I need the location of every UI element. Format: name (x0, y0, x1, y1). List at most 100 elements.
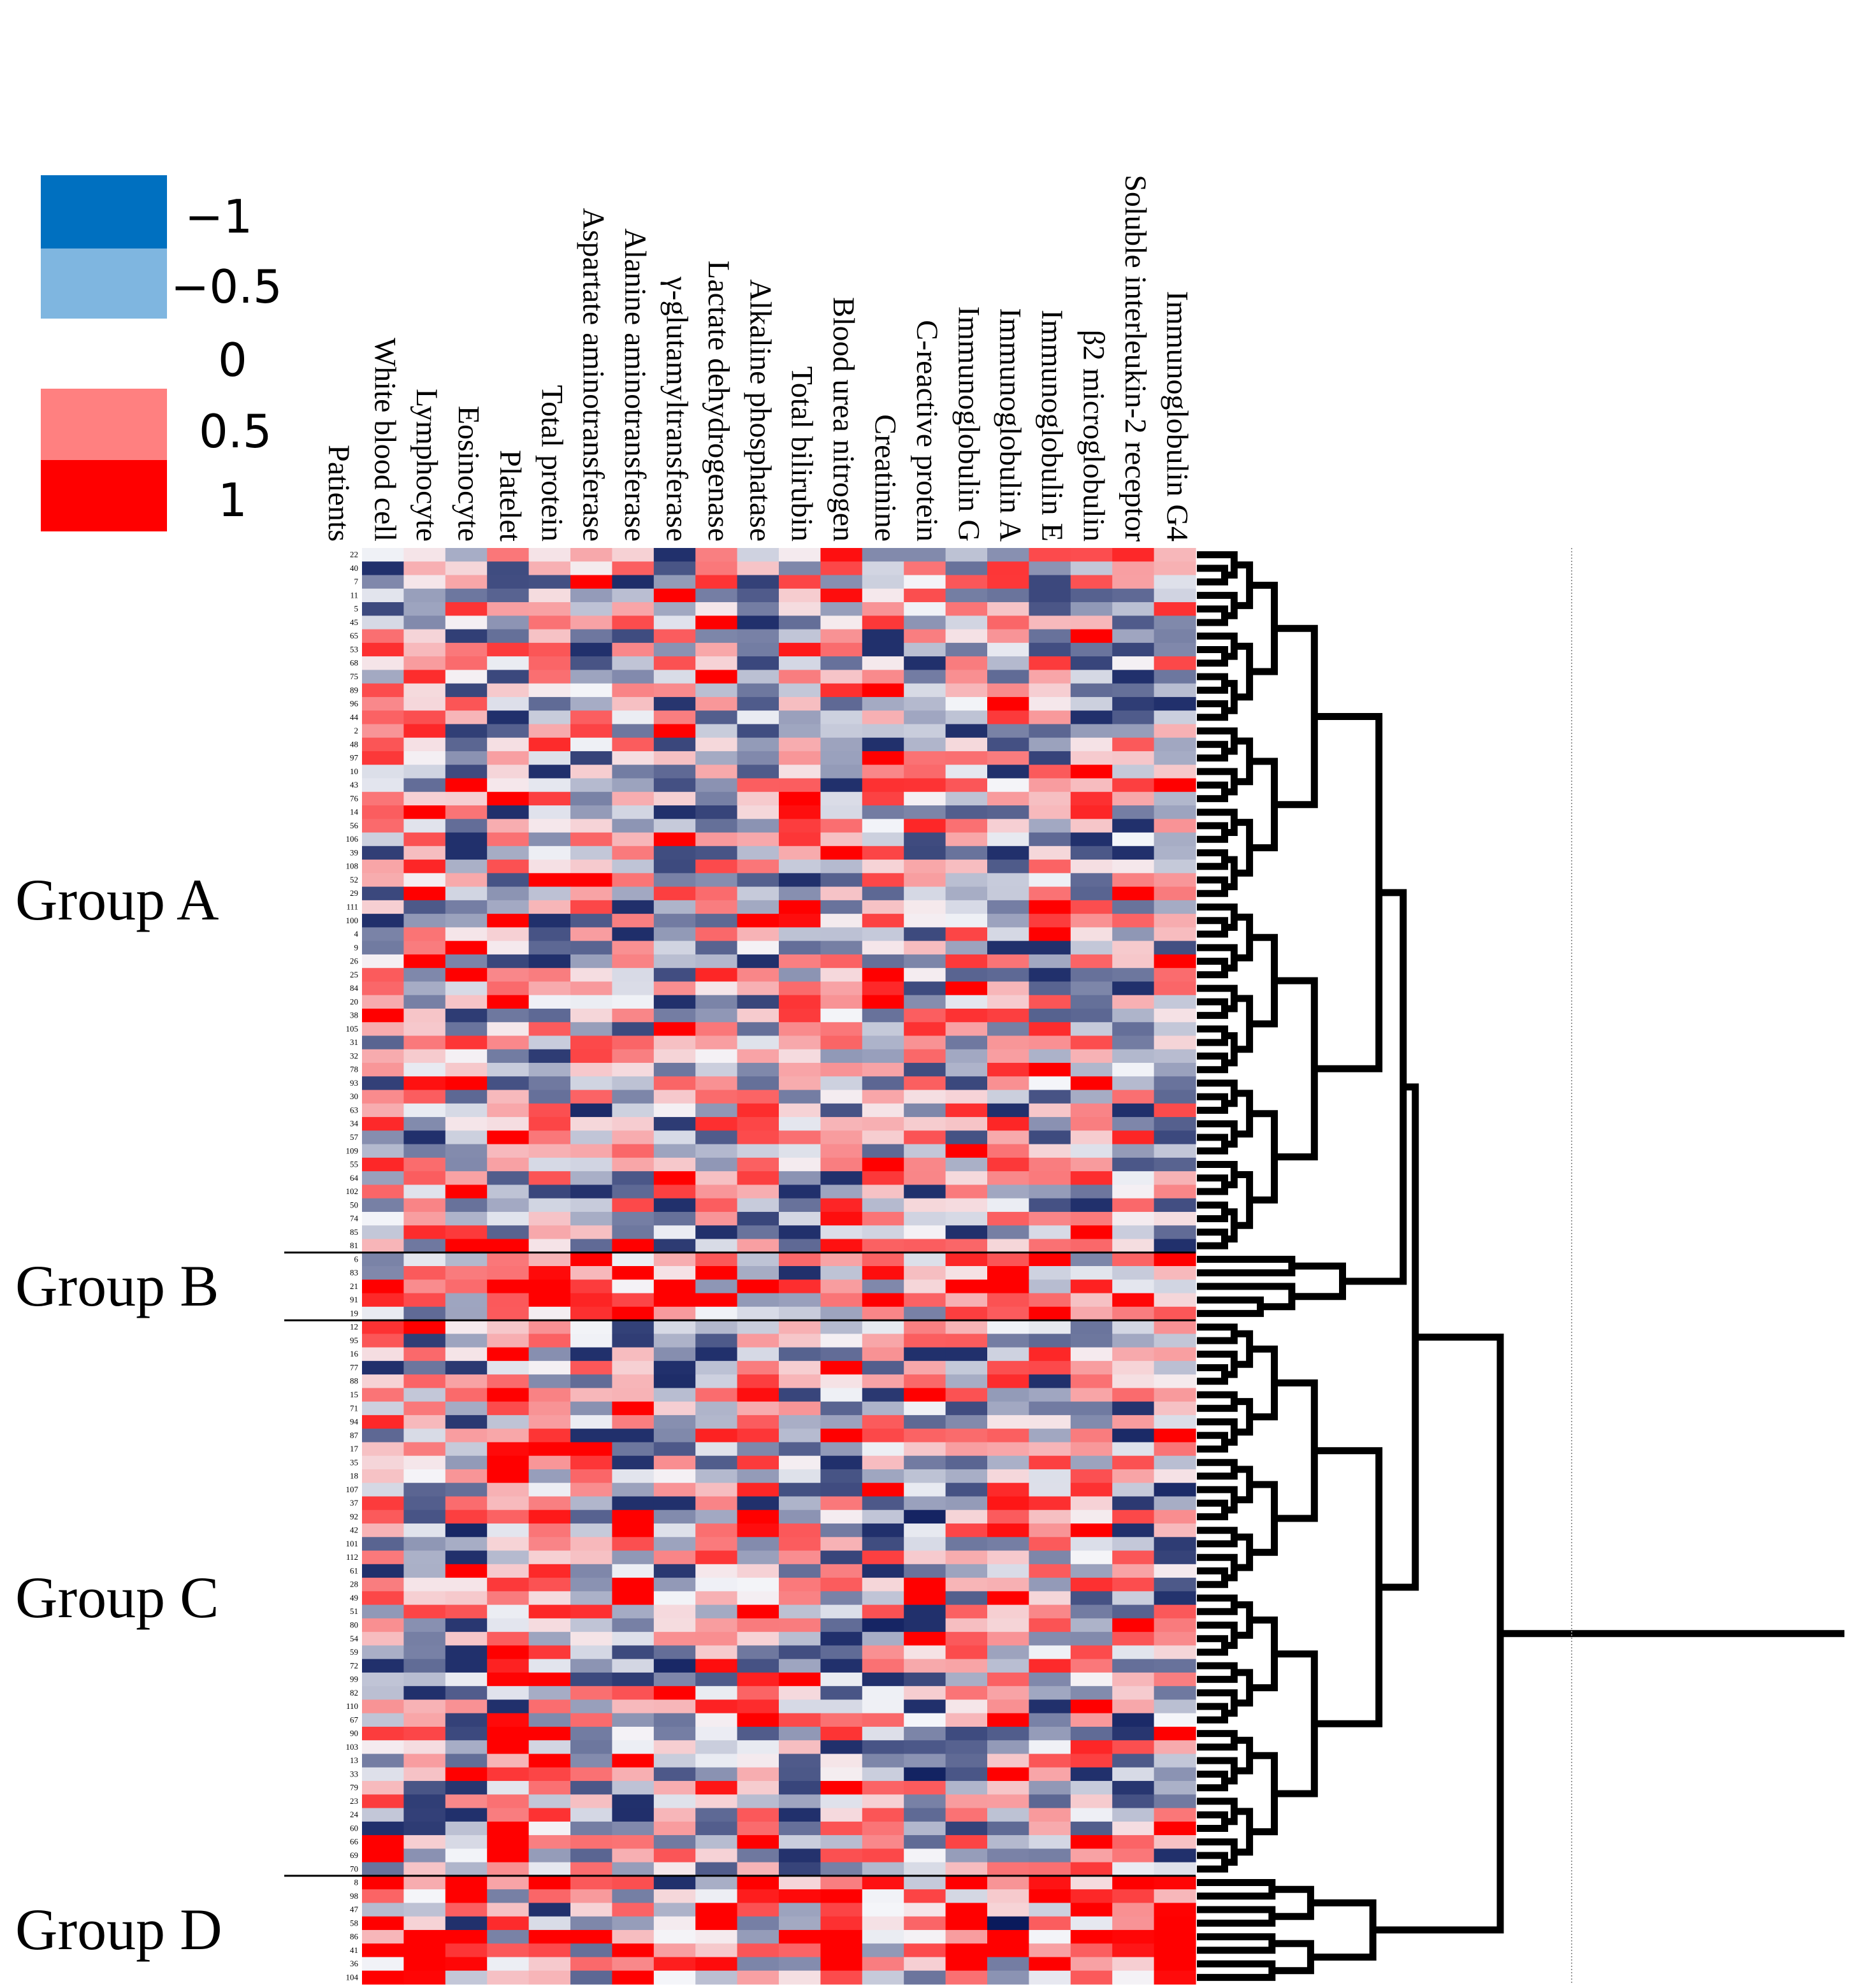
heatmap-cell (612, 561, 655, 576)
heatmap-cell (612, 1401, 655, 1416)
heatmap-cell (695, 1388, 738, 1402)
heatmap-cell (862, 1306, 904, 1321)
heatmap-cell (653, 1970, 696, 1985)
heatmap-cell (1154, 995, 1196, 1009)
heatmap-cell (403, 1632, 446, 1646)
heatmap-cell (362, 602, 404, 616)
heatmap-cell (737, 1090, 779, 1104)
heatmap-cell (945, 1903, 988, 1917)
heatmap-cell (653, 1360, 696, 1375)
heatmap-cell (653, 1672, 696, 1687)
heatmap-cell (403, 1889, 446, 1904)
heatmap-cell (862, 1103, 904, 1118)
heatmap-cell (1154, 1781, 1196, 1795)
heatmap-cell (1070, 1388, 1113, 1402)
heatmap-cell (528, 1252, 571, 1267)
heatmap-cell (779, 819, 821, 833)
patient-label-12: 12 (350, 1322, 358, 1332)
heatmap-cell (945, 1808, 988, 1822)
heatmap-cell (987, 1415, 1029, 1429)
dendrogram (1197, 548, 1844, 1984)
heatmap-cell (1070, 1117, 1113, 1131)
heatmap-cell (820, 846, 863, 860)
heatmap-cell (487, 900, 530, 914)
heatmap-cell (1070, 1306, 1113, 1321)
heatmap-cell (779, 575, 821, 589)
heatmap-cell (487, 940, 530, 955)
heatmap-cell (945, 1496, 988, 1511)
dendrogram-link (1197, 1052, 1228, 1074)
heatmap-cell (737, 1455, 779, 1470)
heatmap-cell (612, 1591, 655, 1606)
heatmap-cell (1029, 1537, 1071, 1552)
heatmap-cell (737, 1415, 779, 1429)
dendrogram-link (1197, 1255, 1296, 1277)
heatmap-cell (653, 1252, 696, 1267)
heatmap-cell (1029, 1686, 1071, 1701)
heatmap-cell (945, 1550, 988, 1565)
heatmap-row-patient-98 (362, 1889, 1196, 1904)
heatmap-row-patient-112 (362, 1550, 1196, 1565)
heatmap-cell (987, 1306, 1029, 1321)
heatmap-cell (403, 1374, 446, 1388)
heatmap-cell (570, 710, 612, 725)
heatmap-cell (779, 1591, 821, 1606)
heatmap-cell (612, 1008, 655, 1023)
heatmap-cell (445, 1537, 488, 1552)
heatmap-cell (528, 1821, 571, 1836)
heatmap-cell (1112, 1063, 1155, 1077)
dendrogram-link (1249, 1345, 1278, 1421)
heatmap-cell (1112, 670, 1155, 684)
heatmap-cell (612, 1320, 655, 1334)
heatmap-cell (737, 1063, 779, 1077)
column-label-glutamyltransferase: γ-glutamyltransferase (660, 276, 694, 542)
heatmap-cell (487, 1957, 530, 1971)
heatmap-row-patient-40 (362, 561, 1196, 576)
heatmap-cell (403, 968, 446, 983)
patient-label-105: 105 (346, 1024, 359, 1034)
heatmap-cell (987, 561, 1029, 576)
heatmap-cell (1029, 696, 1071, 711)
heatmap-cell (779, 683, 821, 698)
heatmap-cell (1029, 1726, 1071, 1741)
heatmap-cell (904, 1645, 946, 1660)
heatmap-cell (362, 1943, 404, 1958)
heatmap-cell (945, 886, 988, 901)
heatmap-cell (820, 1537, 863, 1552)
heatmap-cell (653, 1157, 696, 1172)
heatmap-cell (403, 696, 446, 711)
heatmap-cell (904, 1334, 946, 1348)
heatmap-cell (362, 1401, 404, 1416)
heatmap-cell (1154, 940, 1196, 955)
heatmap-cell (820, 1618, 863, 1632)
heatmap-cell (862, 927, 904, 942)
heatmap-cell (528, 1239, 571, 1253)
heatmap-cell (403, 1740, 446, 1755)
dendrogram-link (1197, 1459, 1238, 1480)
heatmap-cell (945, 1429, 988, 1443)
heatmap-cell (1112, 1252, 1155, 1267)
heatmap-cell (987, 1564, 1029, 1578)
dendrogram-link (1197, 646, 1228, 667)
patient-label-103: 103 (346, 1742, 359, 1752)
heatmap-cell (1070, 737, 1113, 752)
heatmap-cell (779, 914, 821, 928)
heatmap-cell (987, 751, 1029, 765)
heatmap-cell (612, 1523, 655, 1538)
heatmap-cell (779, 1415, 821, 1429)
heatmap-cell (1070, 1144, 1113, 1158)
heatmap-cell (362, 1578, 404, 1592)
heatmap-cell (653, 1496, 696, 1511)
heatmap-cell (1070, 1022, 1113, 1037)
patient-label-87: 87 (350, 1430, 359, 1440)
heatmap-cell (528, 1686, 571, 1701)
heatmap-cell (987, 1821, 1029, 1836)
patient-label-54: 54 (350, 1634, 359, 1643)
heatmap-cell (528, 1334, 571, 1348)
heatmap-cell (1112, 1185, 1155, 1199)
heatmap-cell (487, 710, 530, 725)
heatmap-cell (779, 1483, 821, 1497)
heatmap-cell (445, 656, 488, 670)
heatmap-cell (862, 1835, 904, 1849)
patient-label-22: 22 (350, 550, 358, 559)
